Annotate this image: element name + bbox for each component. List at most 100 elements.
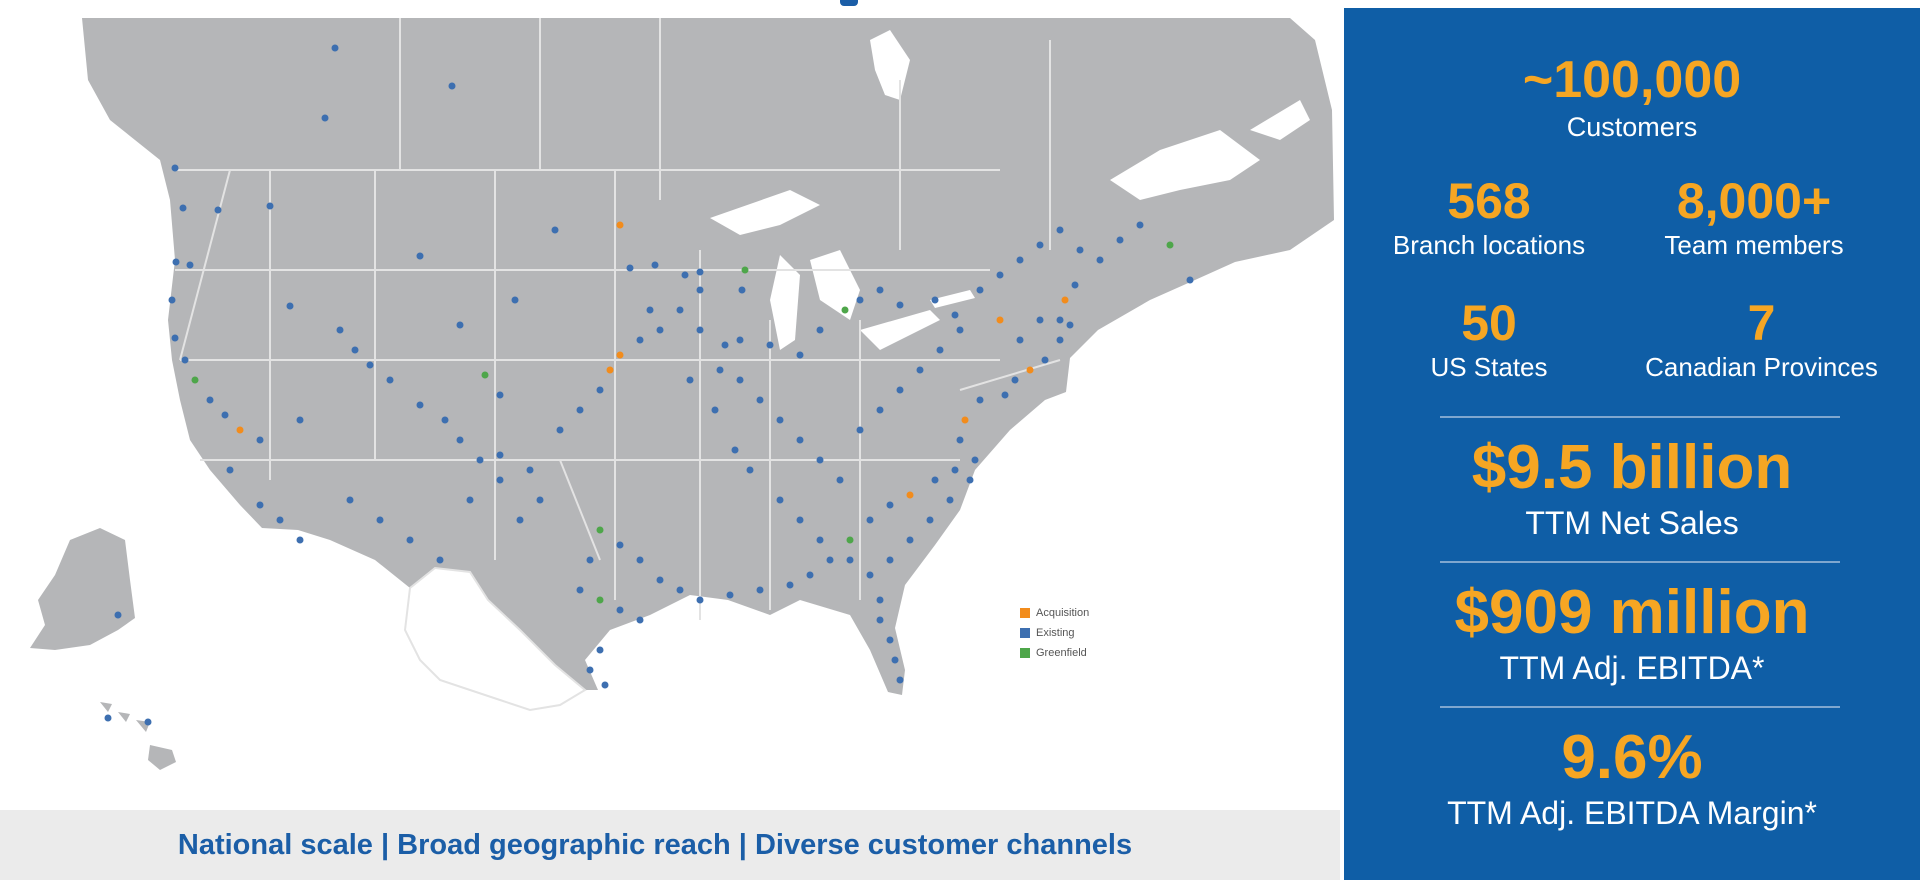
existing-dot [336,326,344,334]
greenfield-dot [741,266,749,274]
existing-dot [476,456,484,464]
existing-dot [1056,336,1064,344]
existing-dot [144,718,152,726]
existing-dot [696,286,704,294]
existing-dot [376,516,384,524]
existing-dot [951,311,959,319]
existing-dot [536,496,544,504]
stat-provinces-value: 7 [1747,295,1776,351]
acquisition-dot [616,351,624,359]
existing-dot [168,296,176,304]
existing-dot [601,681,609,689]
existing-dot [856,296,864,304]
existing-dot [766,341,774,349]
acquisition-dot [996,316,1004,324]
existing-dot [886,501,894,509]
existing-dot [266,202,274,210]
stat-customers-label: Customers [1566,112,1698,142]
existing-dot [1116,236,1124,244]
existing-dot [1056,316,1064,324]
existing-dot [596,386,604,394]
existing-dot [891,656,899,664]
existing-dot [646,306,654,314]
existing-dot [886,556,894,564]
existing-dot [448,82,456,90]
existing-dot [956,326,964,334]
footer-bar: National scale | Broad geographic reach … [0,810,1340,880]
acquisition-dot [1061,296,1069,304]
state-borders [175,18,1061,620]
existing-dot [696,268,704,276]
existing-dot [511,296,519,304]
stat-provinces-label: Canadian Provinces [1645,352,1878,382]
existing-dot [626,264,634,272]
legend-swatch-greenfield [1020,648,1030,658]
acquisition-dot [961,416,969,424]
existing-dot [906,536,914,544]
existing-dot [576,406,584,414]
existing-dot [1011,376,1019,384]
existing-dot [656,576,664,584]
existing-dot [876,596,884,604]
stat-provinces: 7 Canadian Provinces [1609,294,1914,383]
divider-2 [1440,561,1840,563]
existing-dot [651,261,659,269]
stat-net-sales-label: TTM Net Sales [1525,505,1739,541]
stat-branches: 568 Branch locations [1364,172,1614,261]
existing-dot [926,516,934,524]
existing-dot [796,436,804,444]
existing-dot [186,261,194,269]
existing-dot [441,416,449,424]
existing-dot [1136,221,1144,229]
legend-existing: Existing [1020,627,1075,639]
existing-dot [686,376,694,384]
acquisition-dot [606,366,614,374]
divider-3 [1440,706,1840,708]
existing-dot [826,556,834,564]
existing-dot [676,306,684,314]
existing-dot [206,396,214,404]
greenfield-dot [191,376,199,384]
existing-dot [866,571,874,579]
greenfield-dot [596,526,604,534]
existing-dot [171,334,179,342]
stat-net-sales-value: $9.5 billion [1471,433,1793,502]
greenfield-dot [846,536,854,544]
existing-dot [676,586,684,594]
existing-dot [114,611,122,619]
existing-dot [996,271,1004,279]
existing-dot [786,581,794,589]
stat-ebitda-label: TTM Adj. EBITDA* [1499,650,1765,686]
existing-dot [736,376,744,384]
legend-label-existing: Existing [1036,627,1075,639]
existing-dot [551,226,559,234]
existing-dot [456,321,464,329]
existing-dot [221,411,229,419]
existing-dot [746,466,754,474]
existing-dot [296,536,304,544]
existing-dot [276,516,284,524]
existing-dot [416,252,424,260]
existing-dot [681,271,689,279]
existing-dot [716,366,724,374]
alaska-landmass [30,528,135,650]
existing-dot [496,391,504,399]
existing-dot [331,44,339,52]
greenfield-dot [841,306,849,314]
existing-dot [816,536,824,544]
existing-dot [946,496,954,504]
stat-states: 50 US States [1364,294,1614,383]
existing-dot [636,556,644,564]
existing-dot [1016,256,1024,264]
existing-dot [1066,321,1074,329]
acquisition-dot [1026,366,1034,374]
stat-branches-value: 568 [1447,173,1531,229]
existing-dot [516,516,524,524]
stat-states-value: 50 [1461,295,1517,351]
existing-dot [776,416,784,424]
existing-dot [321,114,329,122]
stat-team-label: Team members [1664,230,1844,260]
existing-dot [916,366,924,374]
stats-panel: ~100,000 Customers 568 Branch locations … [1344,8,1920,880]
existing-dot [226,466,234,474]
